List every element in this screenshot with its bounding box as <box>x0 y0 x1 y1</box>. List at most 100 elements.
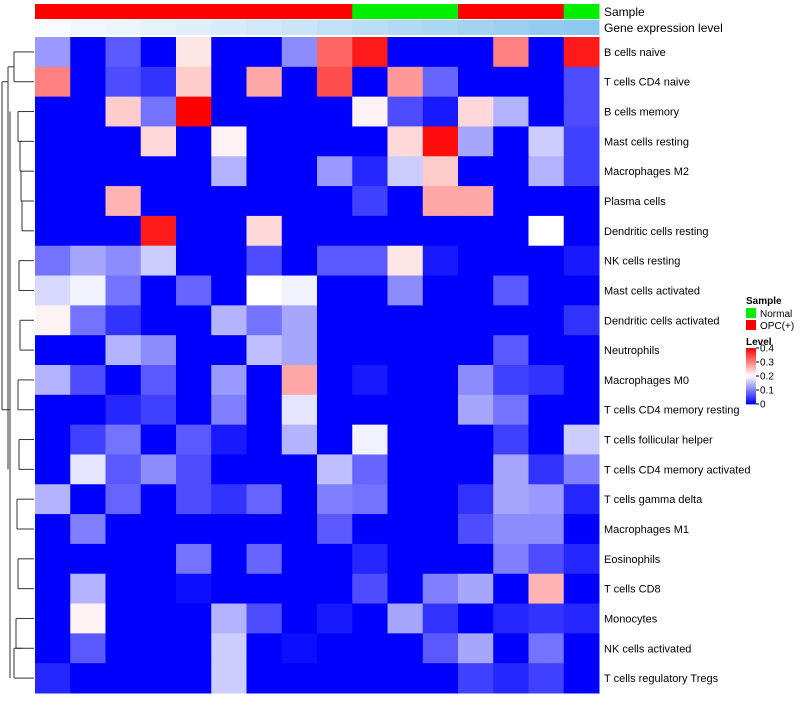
heatmap-cell-7-0 <box>35 245 71 277</box>
heatmap-cell-2-10 <box>387 96 424 127</box>
heatmap-cell-10-9 <box>352 335 388 366</box>
heatmap-cell-13-9 <box>352 424 388 455</box>
heatmap-cell-19-10 <box>387 603 424 634</box>
heatmap-cell-10-8 <box>317 335 353 366</box>
heatmap-cell-6-11 <box>422 215 459 247</box>
heatmap-cell-10-13 <box>493 335 529 366</box>
heatmap-cell-16-9 <box>352 514 388 545</box>
heatmap-cell-9-3 <box>140 305 177 336</box>
heatmap-cell-8-14 <box>528 275 565 306</box>
row-labels: B cells naive T cells CD4 naive B cells me… <box>604 47 751 685</box>
heatmap-cell-15-13 <box>493 484 529 515</box>
heatmap-cell-1-9 <box>352 66 388 98</box>
heatmap-cell-13-0 <box>35 424 71 455</box>
heatmap-cell-3-2 <box>105 126 142 157</box>
heatmap-cell-7-3 <box>140 245 177 277</box>
heatmap-cell-20-7 <box>281 633 318 664</box>
heatmap-cell-18-0 <box>35 573 71 605</box>
annotation-cell-0-6 <box>246 4 283 19</box>
legend-sample-title: Sample <box>746 296 782 307</box>
heatmap-cell-10-2 <box>105 335 142 366</box>
heatmap-cell-8-6 <box>246 275 283 306</box>
heatmap-cell-19-1 <box>70 603 106 634</box>
heatmap-cell-13-7 <box>281 424 318 455</box>
heatmap-cell-14-9 <box>352 454 388 485</box>
annotation-cell-1-15 <box>563 20 600 35</box>
legend-level-label-4: 0 <box>760 400 766 411</box>
heatmap-cell-7-11 <box>422 245 459 277</box>
heatmap-cell-9-7 <box>281 305 318 336</box>
heatmap-cell-0-7 <box>281 37 318 68</box>
heatmap-cell-12-7 <box>281 394 318 426</box>
legend-level-gradient-step <box>746 367 756 370</box>
heatmap-cell-17-2 <box>105 543 142 575</box>
legend-level-gradient-step <box>746 370 756 373</box>
annotation-cell-1-5 <box>211 20 247 35</box>
heatmap-cell-10-11 <box>422 335 459 366</box>
heatmap-cell-16-12 <box>458 514 494 545</box>
annotation-cell-1-9 <box>352 20 388 35</box>
legend-level-label-1: 0.3 <box>760 358 774 369</box>
heatmap-cell-3-15 <box>563 126 600 157</box>
heatmap-cell-5-10 <box>387 186 424 217</box>
heatmap-cell-9-13 <box>493 305 529 336</box>
heatmap-cell-5-2 <box>105 186 142 217</box>
heatmap-cell-12-15 <box>563 394 600 426</box>
heatmap-cell-6-0 <box>35 215 71 247</box>
heatmap-cell-2-7 <box>281 96 318 127</box>
heatmap-cell-1-6 <box>246 66 283 98</box>
heatmap-cell-0-13 <box>493 37 529 68</box>
heatmap-cell-16-11 <box>422 514 459 545</box>
heatmap-cell-0-5 <box>211 37 247 68</box>
heatmap-cell-17-0 <box>35 543 71 575</box>
heatmap-cell-5-3 <box>140 186 177 217</box>
heatmap-cell-9-4 <box>176 305 212 336</box>
heatmap-cell-18-15 <box>563 573 600 605</box>
legend-sample-swatch-1 <box>746 320 756 330</box>
heatmap-cell-13-10 <box>387 424 424 455</box>
heatmap-cell-15-3 <box>140 484 177 515</box>
annotation-cell-1-1 <box>70 20 106 35</box>
heatmap-cell-8-4 <box>176 275 212 306</box>
annotation-cell-1-12 <box>458 20 494 35</box>
heatmap-cell-2-12 <box>458 96 494 127</box>
legend-level-gradient-step <box>746 362 756 364</box>
legend-level-label-0: 0.4 <box>760 344 774 355</box>
heatmap-cell-14-8 <box>317 454 353 485</box>
row-label-2: B cells memory <box>604 107 680 119</box>
heatmap-cell-16-8 <box>317 514 353 545</box>
legend-level-gradient-step <box>746 397 756 399</box>
heatmap-cell-21-5 <box>211 663 247 694</box>
heatmap-cell-17-10 <box>387 543 424 575</box>
row-label-21: T cells regulatory Tregs <box>604 673 719 685</box>
heatmap-cell-13-8 <box>317 424 353 455</box>
heatmap-cell-10-10 <box>387 335 424 366</box>
row-label-6: Dendritic cells resting <box>604 226 709 238</box>
heatmap-cell-15-8 <box>317 484 353 515</box>
heatmap-cell-5-4 <box>176 186 212 217</box>
heatmap-cell-14-0 <box>35 454 71 485</box>
heatmap-cell-19-12 <box>458 603 494 634</box>
heatmap-cell-10-1 <box>70 335 106 366</box>
heatmap-cell-16-7 <box>281 514 318 545</box>
heatmap-cell-1-4 <box>176 66 212 98</box>
heatmap-cell-18-10 <box>387 573 424 605</box>
row-label-18: T cells CD8 <box>604 584 661 596</box>
heatmap-cell-6-9 <box>352 215 388 247</box>
heatmap-cell-5-8 <box>317 186 353 217</box>
legend-level-gradient-step <box>746 390 756 392</box>
heatmap-cell-14-15 <box>563 454 600 485</box>
annotation-cell-1-14 <box>528 20 565 35</box>
heatmap-cell-18-13 <box>493 573 529 605</box>
legend-level-gradient-step <box>746 381 756 384</box>
heatmap-cell-11-10 <box>387 365 424 396</box>
heatmap-cell-17-3 <box>140 543 177 575</box>
heatmap-cell-12-6 <box>246 394 283 426</box>
heatmap-cell-14-2 <box>105 454 142 485</box>
heatmap-cell-1-2 <box>105 66 142 98</box>
heatmap-cell-8-2 <box>105 275 142 306</box>
heatmap-cell-5-12 <box>458 186 494 217</box>
heatmap-cell-12-9 <box>352 394 388 426</box>
heatmap-cell-6-12 <box>458 215 494 247</box>
